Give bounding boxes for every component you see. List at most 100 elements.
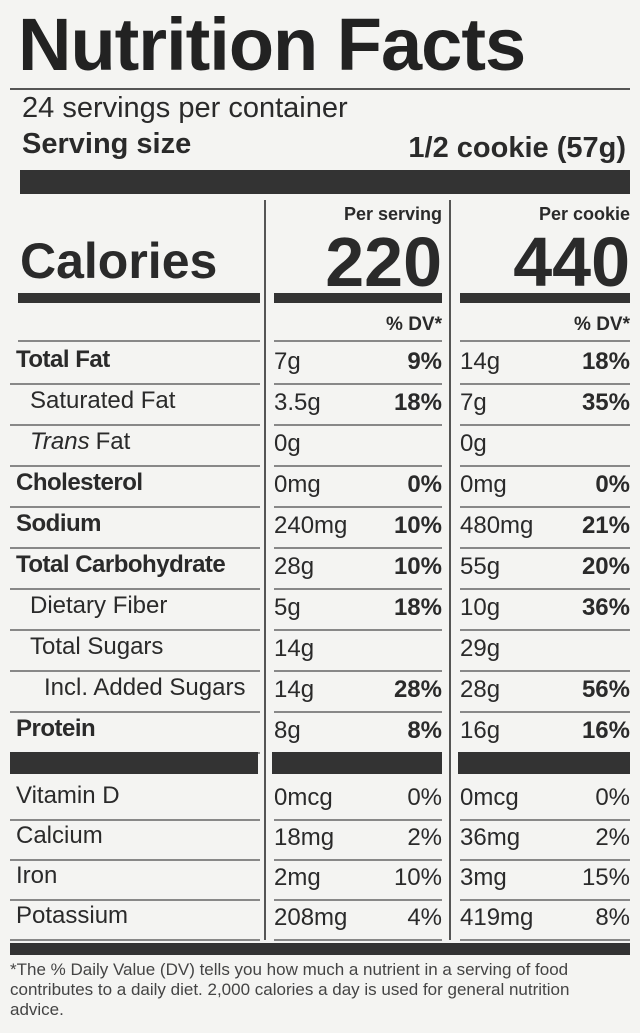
daily-value: 0% bbox=[595, 784, 630, 811]
amount: 0mcg bbox=[274, 784, 333, 811]
amount: 36mg bbox=[460, 824, 521, 851]
column-header: Per cookie bbox=[538, 204, 630, 224]
daily-value: 8% bbox=[407, 717, 442, 744]
rule bbox=[460, 939, 630, 941]
rule bbox=[460, 711, 630, 713]
rule bbox=[274, 629, 442, 631]
daily-value: 35% bbox=[581, 389, 630, 416]
nutrient-name: Trans Fat bbox=[30, 428, 130, 456]
daily-value: 21% bbox=[581, 512, 630, 539]
amount: 0mg bbox=[460, 471, 507, 498]
amount: 10g bbox=[460, 594, 501, 621]
title: Nutrition Facts bbox=[18, 3, 526, 86]
amount: 0g bbox=[274, 430, 301, 457]
rule bbox=[10, 859, 260, 861]
rule bbox=[274, 547, 442, 549]
daily-value: 0% bbox=[595, 471, 630, 498]
daily-value: 2% bbox=[595, 824, 630, 851]
nutrient-name: Cholesterol bbox=[16, 469, 143, 496]
nutrient-name: Iron bbox=[16, 862, 58, 889]
nutrient-name: Sodium bbox=[16, 510, 102, 537]
amount: 3.5g bbox=[274, 389, 321, 416]
rule bbox=[274, 859, 442, 861]
rule bbox=[274, 711, 442, 713]
calories-bar bbox=[274, 293, 442, 303]
calories-value: 440 bbox=[513, 223, 630, 301]
italic-part: Trans bbox=[30, 428, 90, 455]
amount: 14g bbox=[460, 348, 501, 375]
rule bbox=[274, 819, 442, 821]
rule bbox=[10, 670, 260, 672]
rule bbox=[274, 588, 442, 590]
amount: 208mg bbox=[274, 904, 348, 931]
rule bbox=[10, 819, 260, 821]
rule bbox=[460, 383, 630, 385]
daily-value: 15% bbox=[581, 864, 630, 891]
amount: 480mg bbox=[460, 512, 534, 539]
rule bbox=[460, 899, 630, 901]
rule bbox=[274, 670, 442, 672]
thick-bar bbox=[20, 170, 630, 194]
rule bbox=[460, 859, 630, 861]
amount: 55g bbox=[460, 553, 501, 580]
rule bbox=[10, 711, 260, 713]
daily-value: 36% bbox=[581, 594, 630, 621]
daily-value: 4% bbox=[407, 904, 442, 931]
calories-value: 220 bbox=[325, 223, 442, 301]
rule bbox=[10, 424, 260, 426]
amount: 14g bbox=[274, 676, 315, 703]
bottom-bar bbox=[10, 943, 630, 955]
amount: 7g bbox=[460, 389, 487, 416]
rule bbox=[460, 340, 630, 342]
column-divider bbox=[264, 200, 266, 940]
calories-bar bbox=[460, 293, 630, 303]
rule bbox=[18, 340, 260, 342]
nutrient-name: Saturated Fat bbox=[30, 387, 176, 414]
daily-value: 10% bbox=[393, 864, 442, 891]
rule bbox=[10, 629, 260, 631]
nutrient-name: Protein bbox=[16, 715, 96, 742]
thick-bar bbox=[10, 752, 258, 774]
rule bbox=[10, 899, 260, 901]
rule bbox=[274, 506, 442, 508]
daily-value: 10% bbox=[393, 512, 442, 539]
calories-label: Calories bbox=[20, 233, 218, 289]
daily-value: 56% bbox=[581, 676, 630, 703]
amount: 28g bbox=[274, 553, 315, 580]
amount: 14g bbox=[274, 635, 315, 662]
nutrient-name: Vitamin D bbox=[16, 782, 120, 809]
rule bbox=[10, 465, 260, 467]
serving-size-label: Serving size bbox=[22, 128, 192, 160]
daily-value: 0% bbox=[407, 471, 442, 498]
amount: 28g bbox=[460, 676, 501, 703]
rule bbox=[10, 588, 260, 590]
nutrient-name: Calcium bbox=[16, 822, 103, 849]
rule bbox=[460, 424, 630, 426]
nutrient-name: Total Sugars bbox=[30, 633, 164, 660]
amount: 240mg bbox=[274, 512, 348, 539]
rule bbox=[460, 547, 630, 549]
footnote: *The % Daily Value (DV) tells you how mu… bbox=[10, 960, 570, 1019]
rule bbox=[274, 939, 442, 941]
rule bbox=[460, 506, 630, 508]
nutrient-name: Total Fat bbox=[16, 346, 110, 373]
amount: 5g bbox=[274, 594, 301, 621]
amount: 3mg bbox=[460, 864, 507, 891]
column-divider bbox=[449, 200, 451, 940]
dv-header: % DV* bbox=[574, 314, 630, 335]
servings: 24 servings per container bbox=[22, 92, 348, 124]
name-part: Fat bbox=[95, 428, 131, 455]
rule bbox=[10, 547, 260, 549]
daily-value: 0% bbox=[407, 784, 442, 811]
amount: 18mg bbox=[274, 824, 335, 851]
rule bbox=[274, 340, 442, 342]
amount: 0g bbox=[460, 430, 487, 457]
amount: 0mcg bbox=[460, 784, 519, 811]
rule bbox=[10, 383, 260, 385]
rule bbox=[274, 465, 442, 467]
daily-value: 18% bbox=[581, 348, 630, 375]
rule bbox=[460, 465, 630, 467]
nutrient-name: Incl. Added Sugars bbox=[44, 674, 246, 701]
column-header: Per serving bbox=[343, 204, 442, 224]
